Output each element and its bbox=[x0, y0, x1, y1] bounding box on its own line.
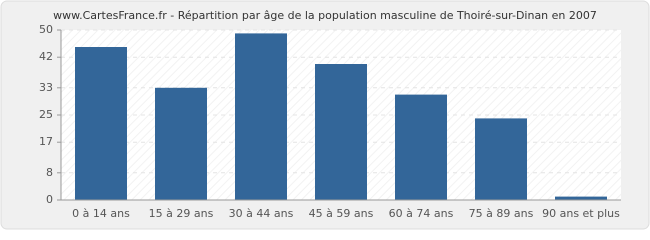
bar bbox=[315, 64, 367, 200]
x-tick-label: 0 à 14 ans bbox=[72, 207, 130, 220]
x-tick-label: 60 à 74 ans bbox=[389, 207, 454, 220]
x-tick-label: 45 à 59 ans bbox=[309, 207, 374, 220]
y-tick-label: 17 bbox=[39, 135, 53, 148]
y-tick-label: 42 bbox=[39, 50, 53, 63]
chart: www.CartesFrance.fr - Répartition par âg… bbox=[0, 0, 650, 230]
bar bbox=[395, 94, 447, 200]
y-tick-label: 50 bbox=[39, 23, 53, 36]
x-tick-label: 75 à 89 ans bbox=[469, 207, 534, 220]
y-tick-label: 33 bbox=[39, 81, 53, 94]
bar bbox=[155, 87, 207, 200]
y-tick-label: 8 bbox=[46, 166, 53, 179]
bar bbox=[555, 196, 607, 200]
x-tick-label: 90 ans et plus bbox=[542, 207, 620, 220]
page: www.CartesFrance.fr - Répartition par âg… bbox=[0, 0, 650, 230]
bar bbox=[75, 47, 127, 200]
y-tick-label: 0 bbox=[46, 193, 53, 206]
bar bbox=[475, 118, 527, 200]
y-tick-label: 25 bbox=[39, 108, 53, 121]
bar bbox=[235, 33, 287, 201]
x-tick-label: 30 à 44 ans bbox=[229, 207, 294, 220]
x-tick-label: 15 à 29 ans bbox=[149, 207, 214, 220]
chart-title: www.CartesFrance.fr - Répartition par âg… bbox=[53, 9, 597, 22]
